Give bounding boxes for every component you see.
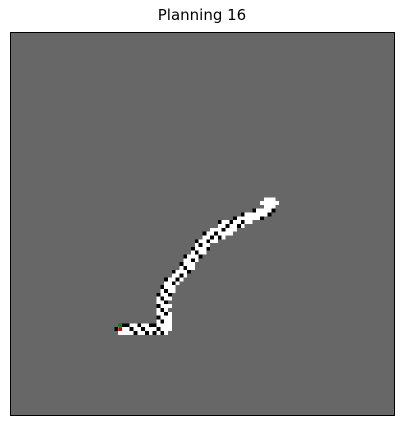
occupied-cell <box>259 216 264 221</box>
occupied-cell <box>252 208 257 213</box>
free-cell <box>156 315 172 320</box>
free-cell <box>256 208 272 213</box>
free-cell <box>263 197 276 202</box>
occupied-cell <box>145 330 149 335</box>
occupied-cell <box>171 269 176 274</box>
occupied-cell <box>213 231 218 236</box>
free-cell <box>244 212 268 217</box>
occupied-cell <box>164 311 169 316</box>
occupied-cell <box>183 266 188 270</box>
free-cell <box>221 220 253 224</box>
occupied-cell <box>160 330 165 335</box>
occupied-cell <box>202 231 207 236</box>
free-cell <box>217 224 245 228</box>
free-cell <box>187 254 203 259</box>
occupied-cell <box>179 262 184 267</box>
occupied-cell <box>210 235 214 240</box>
free-cell <box>236 216 260 221</box>
free-cell <box>122 323 172 328</box>
occupied-cell <box>168 292 172 297</box>
occupied-cell <box>194 250 199 255</box>
free-cell <box>164 285 176 289</box>
occupied-cell <box>191 258 195 263</box>
occupied-cell <box>156 315 161 320</box>
occupied-cell <box>229 220 234 224</box>
occupied-cell <box>164 300 169 305</box>
occupancy-map <box>11 33 394 415</box>
occupied-cell <box>160 285 165 289</box>
occupied-cell <box>233 216 237 221</box>
occupied-cell <box>225 224 230 228</box>
occupied-cell <box>164 277 169 282</box>
free-cell <box>263 204 276 209</box>
occupied-cell <box>137 323 142 328</box>
free-cell <box>156 304 172 309</box>
occupied-cell <box>141 327 146 331</box>
occupied-cell <box>179 273 184 278</box>
unknown-area <box>11 33 394 415</box>
occupied-cell <box>114 327 119 331</box>
occupied-cell <box>236 224 241 228</box>
free-cell <box>194 246 207 251</box>
occupancy-map-frame <box>10 32 395 416</box>
occupied-cell <box>221 227 226 232</box>
occupied-cell <box>129 327 134 331</box>
occupied-cell <box>160 296 165 301</box>
occupied-cell <box>206 239 211 244</box>
explored-cells <box>114 197 280 335</box>
occupied-cell <box>160 308 165 312</box>
occupied-cell <box>217 235 222 240</box>
free-cell <box>171 273 188 278</box>
occupied-cell <box>164 288 169 293</box>
plot-title: Planning 16 <box>157 6 247 24</box>
free-cell <box>183 262 195 267</box>
free-cell <box>259 201 280 205</box>
frontier-marker <box>118 323 123 328</box>
free-cell <box>160 292 172 297</box>
occupied-cell <box>206 246 211 251</box>
occupied-cell <box>183 254 188 259</box>
occupied-cell <box>191 246 195 251</box>
free-cell <box>156 300 169 305</box>
occupied-cell <box>267 212 272 217</box>
occupied-cell <box>187 269 192 274</box>
occupied-cell <box>240 212 245 217</box>
occupied-cell <box>198 254 203 259</box>
occupied-cell <box>133 330 138 335</box>
occupied-cell <box>160 319 165 324</box>
occupied-cell <box>171 281 176 286</box>
occupied-cell <box>156 292 161 297</box>
occupied-cell <box>217 220 222 224</box>
free-cell <box>206 231 234 236</box>
occupied-cell <box>148 323 157 328</box>
occupied-cell <box>271 208 276 213</box>
occupied-cell <box>175 277 180 282</box>
occupied-cell <box>152 330 157 335</box>
occupied-cell <box>122 323 130 328</box>
occupied-cell <box>156 327 161 331</box>
free-cell <box>175 269 192 274</box>
occupied-cell <box>240 220 245 224</box>
free-cell <box>118 330 169 335</box>
occupied-cell <box>156 304 161 309</box>
occupied-cell <box>198 243 203 247</box>
robot-marker <box>118 327 123 331</box>
occupied-cell <box>194 239 199 244</box>
